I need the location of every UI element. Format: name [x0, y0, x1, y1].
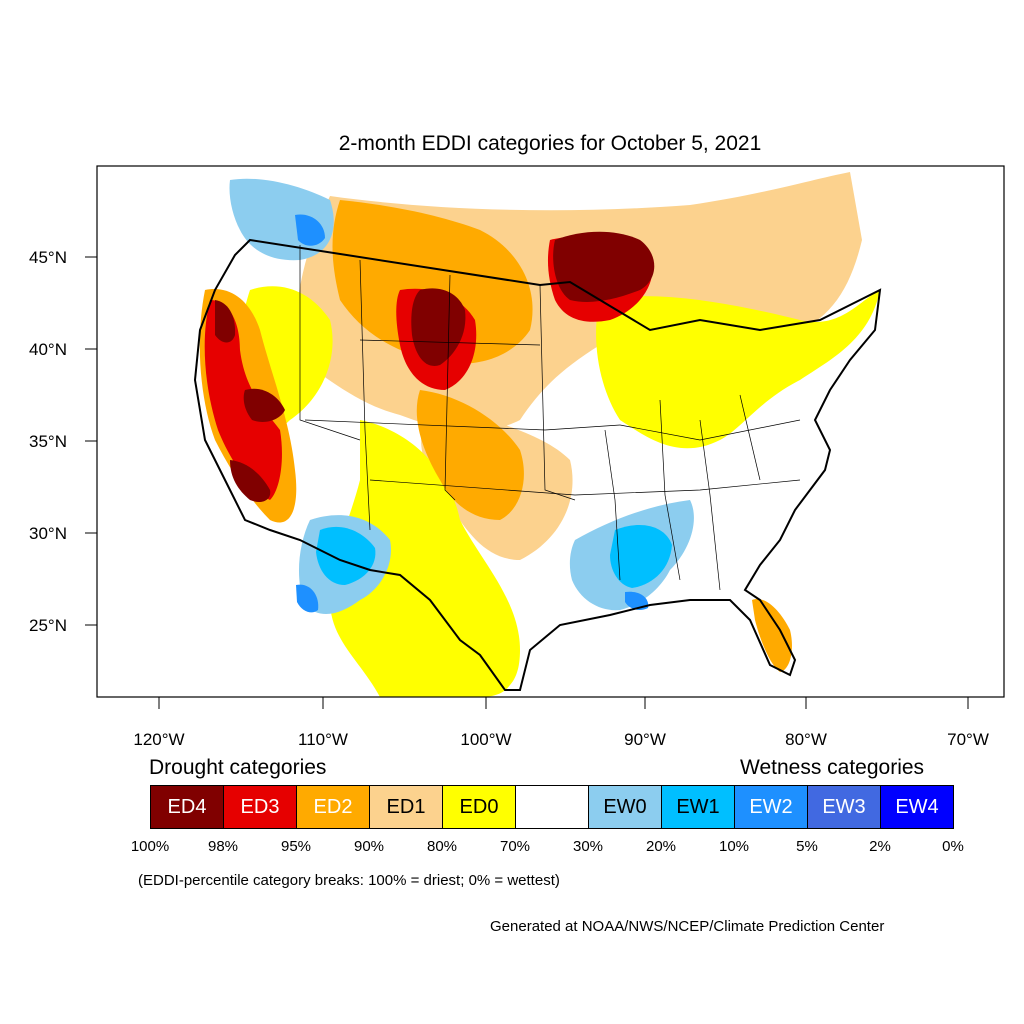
percentile-break-label: 98%	[207, 838, 239, 855]
y-axis-labels: 45°N 40°N 35°N 30°N 25°N	[29, 248, 67, 635]
legend-box-ew4: EW4	[880, 785, 954, 829]
eddi-shading-layer	[199, 172, 880, 697]
x-tick-label-90w: 90°W	[624, 730, 666, 749]
percentile-break-label: 80%	[426, 838, 458, 855]
region-ed4-west-coast	[215, 300, 236, 343]
region-ed4-southwest	[230, 460, 271, 502]
percentile-break-label: 100%	[130, 838, 170, 855]
region-ed2-northern-plains	[332, 200, 533, 364]
drought-categories-heading: Drought categories	[149, 756, 327, 779]
legend-box-ed0: ED0	[442, 785, 516, 829]
us-outline	[193, 238, 882, 691]
y-axis	[85, 256, 97, 626]
y-tick-label-25n: 25°N	[29, 616, 67, 635]
region-ed0-south-texas	[394, 616, 514, 697]
state-border	[369, 479, 801, 496]
coastline-layer	[193, 238, 882, 691]
legend-box-ed2: ED2	[296, 785, 370, 829]
state-border	[359, 259, 371, 531]
percentile-break-label: 0%	[942, 838, 964, 855]
region-ed2-central	[416, 390, 524, 520]
region-ed4-upper-midwest	[553, 231, 655, 302]
map-title: 2-month EDDI categories for October 5, 2…	[338, 132, 762, 155]
state-border	[444, 274, 456, 501]
region-ed4-northern-plains	[411, 288, 466, 366]
legend-box-ed3: ED3	[223, 785, 297, 829]
legend-box-ed4: ED4	[150, 785, 224, 829]
x-tick-label-120w: 120°W	[133, 730, 184, 749]
x-tick-label-80w: 80°W	[785, 730, 827, 749]
y-tick-label-45n: 45°N	[29, 248, 67, 267]
legend-box-ew3: EW3	[807, 785, 881, 829]
percentile-break-label: 95%	[280, 838, 312, 855]
legend-box-ew0: EW0	[588, 785, 662, 829]
legend-box-neutral	[515, 785, 589, 829]
x-tick-label-70w: 70°W	[947, 730, 989, 749]
legend-box-ew1: EW1	[661, 785, 735, 829]
category-breaks-note: (EDDI-percentile category breaks: 100% =…	[138, 872, 560, 889]
legend-box-ed1: ED1	[369, 785, 443, 829]
x-tick-label-100w: 100°W	[460, 730, 511, 749]
percentile-break-label: 5%	[796, 838, 818, 855]
percentile-break-label: 70%	[499, 838, 531, 855]
percentile-break-label: 10%	[718, 838, 750, 855]
percentile-break-label: 30%	[572, 838, 604, 855]
state-border	[739, 394, 761, 481]
map-frame	[96, 165, 1005, 698]
y-tick-label-40n: 40°N	[29, 340, 67, 359]
x-axis-labels: 120°W 110°W 100°W 90°W 80°W 70°W	[133, 730, 988, 749]
region-ed2-florida	[752, 599, 792, 672]
state-borders-layer	[299, 245, 801, 591]
x-tick-label-110w: 110°W	[298, 730, 348, 749]
y-tick-label-35n: 35°N	[29, 432, 67, 451]
region-ed4-great-basin	[243, 388, 285, 422]
percentile-break-label: 2%	[869, 838, 891, 855]
x-axis	[158, 697, 969, 709]
y-tick-label-30n: 30°N	[29, 524, 67, 543]
state-border	[604, 429, 621, 581]
credit-text: Generated at NOAA/NWS/NCEP/Climate Predi…	[490, 918, 885, 935]
region-ew2-pacific-northwest	[295, 214, 325, 246]
percentile-break-label: 20%	[645, 838, 677, 855]
state-border	[699, 419, 721, 591]
region-ew2-baja	[296, 584, 319, 613]
state-border	[539, 284, 576, 501]
state-border	[359, 339, 541, 346]
region-ew2-gulf-coast	[625, 591, 649, 610]
region-ed0-east	[596, 290, 880, 449]
region-ew1-southwest	[316, 526, 376, 585]
wetness-categories-heading: Wetness categories	[740, 756, 925, 779]
legend-box-ew2: EW2	[734, 785, 808, 829]
percentile-break-label: 90%	[353, 838, 385, 855]
state-border	[659, 399, 681, 581]
state-border	[304, 419, 621, 431]
region-ed3-west-coast	[204, 300, 282, 500]
state-border	[299, 245, 361, 441]
state-border	[619, 419, 801, 441]
region-ew1-southeast	[610, 525, 672, 588]
